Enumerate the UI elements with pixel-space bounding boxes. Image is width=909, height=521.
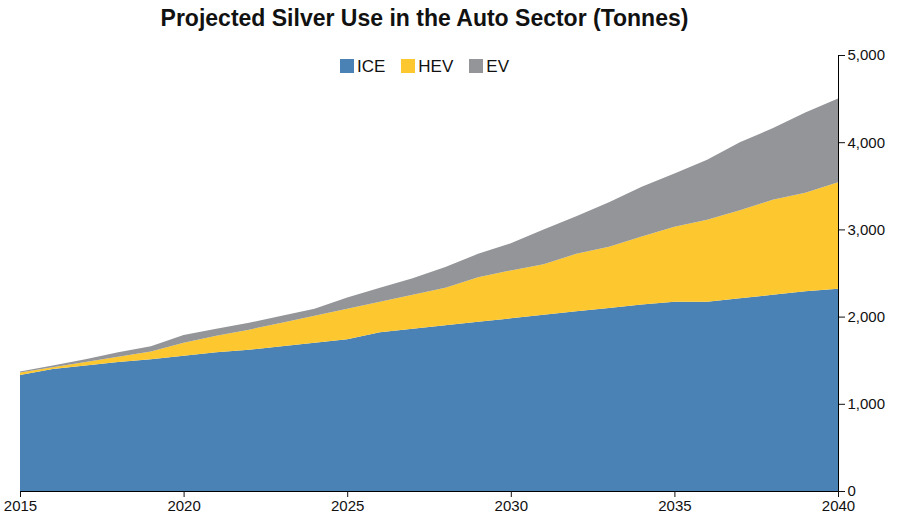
svg-text:0: 0 xyxy=(848,482,856,499)
html-text:EV: EV xyxy=(486,57,509,76)
svg-text:2020: 2020 xyxy=(167,497,200,514)
svg-text:2035: 2035 xyxy=(658,497,691,514)
svg-text:5,000: 5,000 xyxy=(848,46,886,63)
svg-text:2040: 2040 xyxy=(822,497,855,514)
html-text:ICE: ICE xyxy=(357,57,386,76)
html-text:Projected Silver Use in the Au: Projected Silver Use in the Auto Sector … xyxy=(160,5,689,31)
svg-text:2,000: 2,000 xyxy=(848,308,886,325)
svg-text:3,000: 3,000 xyxy=(848,221,886,238)
svg-text:1,000: 1,000 xyxy=(848,395,886,412)
svg-text:4,000: 4,000 xyxy=(848,134,886,151)
svg-text:2025: 2025 xyxy=(331,497,364,514)
html-text:HEV: HEV xyxy=(418,57,454,76)
svg-text:2015: 2015 xyxy=(4,497,37,514)
svg-text:2030: 2030 xyxy=(495,497,528,514)
